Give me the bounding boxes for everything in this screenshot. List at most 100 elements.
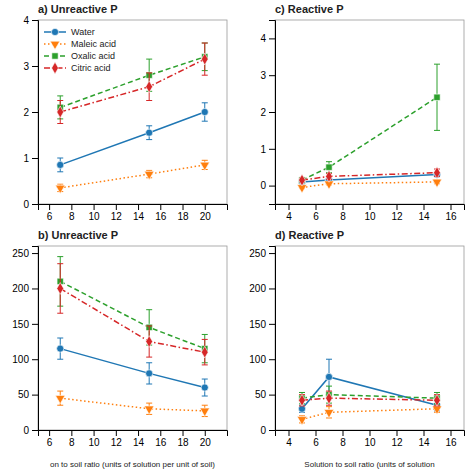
x-tick-mark: [160, 204, 161, 210]
series: [297, 179, 442, 193]
y-tick-mark: [269, 38, 275, 39]
legend-marker: [52, 62, 59, 74]
x-tick-mark: [160, 430, 161, 436]
error-bar-cap: [326, 406, 332, 407]
y-tick: 0: [260, 180, 275, 191]
y-tick-label: 150: [12, 319, 29, 330]
marker: [434, 94, 440, 100]
x-tick-label: 16: [445, 437, 457, 448]
marker: [200, 408, 210, 416]
error-bar: [326, 391, 332, 405]
series: [57, 43, 208, 124]
series-line: [302, 97, 437, 180]
error-bar-cap: [146, 170, 152, 171]
error-bar-cap: [57, 171, 63, 172]
marker: [55, 395, 65, 403]
x-tick-mark: [94, 204, 95, 210]
marker: [144, 171, 154, 179]
x-tick-label: 8: [340, 437, 346, 448]
error-bar: [57, 158, 63, 172]
series: [299, 64, 440, 183]
legend-label: Citric acid: [71, 63, 111, 73]
legend-item: Oxalic acid: [44, 51, 115, 61]
x-tick-label: 4: [286, 211, 292, 222]
marker: [201, 53, 208, 65]
error-bar-cap: [57, 256, 63, 257]
error-bar: [434, 64, 440, 130]
x-tick-label: 14: [418, 437, 430, 448]
y-tick-label: 0: [260, 425, 266, 436]
x-axis-line: [39, 205, 228, 211]
marker: [57, 161, 64, 168]
x-tick-mark: [116, 430, 117, 436]
legend-label: Water: [71, 27, 95, 37]
x-tick-label: 20: [200, 437, 212, 448]
x-tick-mark: [205, 430, 206, 436]
x-tick-label: 8: [69, 437, 75, 448]
x-tick-mark: [370, 204, 371, 210]
error-bar-cap: [326, 161, 332, 162]
x-tick-label: 14: [133, 437, 145, 448]
x-tick-label: 10: [89, 437, 101, 448]
x-tick-label: 8: [340, 211, 346, 222]
error-bar-cap: [57, 359, 63, 360]
series: [55, 160, 209, 193]
y-tick: 50: [18, 389, 38, 400]
series: [298, 171, 440, 185]
y-tick-mark: [269, 430, 275, 431]
x-tick: 6: [47, 204, 53, 222]
error-bar-cap: [299, 392, 305, 393]
error-bar-cap: [202, 396, 208, 397]
x-tick: 8: [69, 204, 75, 222]
x-tick-mark: [451, 204, 452, 210]
y-axis-line: [269, 247, 276, 431]
x-tick: 14: [133, 204, 145, 222]
error-bar-cap: [57, 123, 63, 124]
x-tick-label: 6: [313, 211, 319, 222]
y-tick: 0: [260, 425, 275, 436]
marker: [201, 108, 208, 115]
panel-title: d) Reactive P: [275, 229, 344, 241]
plot-area: [297, 359, 442, 425]
x-tick-mark: [451, 430, 452, 436]
x-tick-label: 6: [313, 437, 319, 448]
y-tick-mark: [269, 395, 275, 396]
x-axis-line: [276, 431, 465, 437]
series-line: [302, 398, 437, 400]
error-bar-cap: [57, 391, 63, 392]
x-tick: 16: [445, 204, 457, 222]
plot-area: [55, 43, 209, 193]
y-tick-label: 1: [260, 144, 266, 155]
error-bar: [202, 334, 208, 362]
x-tick-label: 12: [111, 437, 123, 448]
y-tick-mark: [32, 20, 38, 21]
marker: [57, 283, 64, 295]
error-bar: [202, 339, 208, 364]
y-tick-label: 250: [249, 248, 266, 259]
y-tick-label: 0: [260, 180, 266, 191]
error-bar-cap: [57, 100, 63, 101]
x-tick-label: 8: [69, 211, 75, 222]
x-tick: 10: [364, 430, 376, 448]
y-tick: 4: [23, 15, 38, 26]
y-axis-line: [32, 21, 39, 205]
x-tick-mark: [138, 204, 139, 210]
error-bar: [202, 379, 208, 396]
x-tick: 8: [340, 430, 346, 448]
legend-item: Citric acid: [44, 62, 111, 74]
y-tick-mark: [269, 253, 275, 254]
series: [55, 391, 209, 416]
y-tick-mark: [269, 324, 275, 325]
y-axis-line: [32, 247, 39, 431]
y-tick-label: 4: [260, 33, 266, 44]
series-line: [60, 165, 205, 188]
error-bar-cap: [146, 384, 152, 385]
error-bar-cap: [326, 405, 332, 406]
error-bar: [202, 43, 208, 75]
series: [297, 405, 442, 425]
x-tick-mark: [289, 204, 290, 210]
y-tick-label: 100: [249, 354, 266, 365]
legend-marker: [51, 28, 58, 35]
marker: [57, 345, 64, 352]
plot-area: [297, 64, 442, 193]
